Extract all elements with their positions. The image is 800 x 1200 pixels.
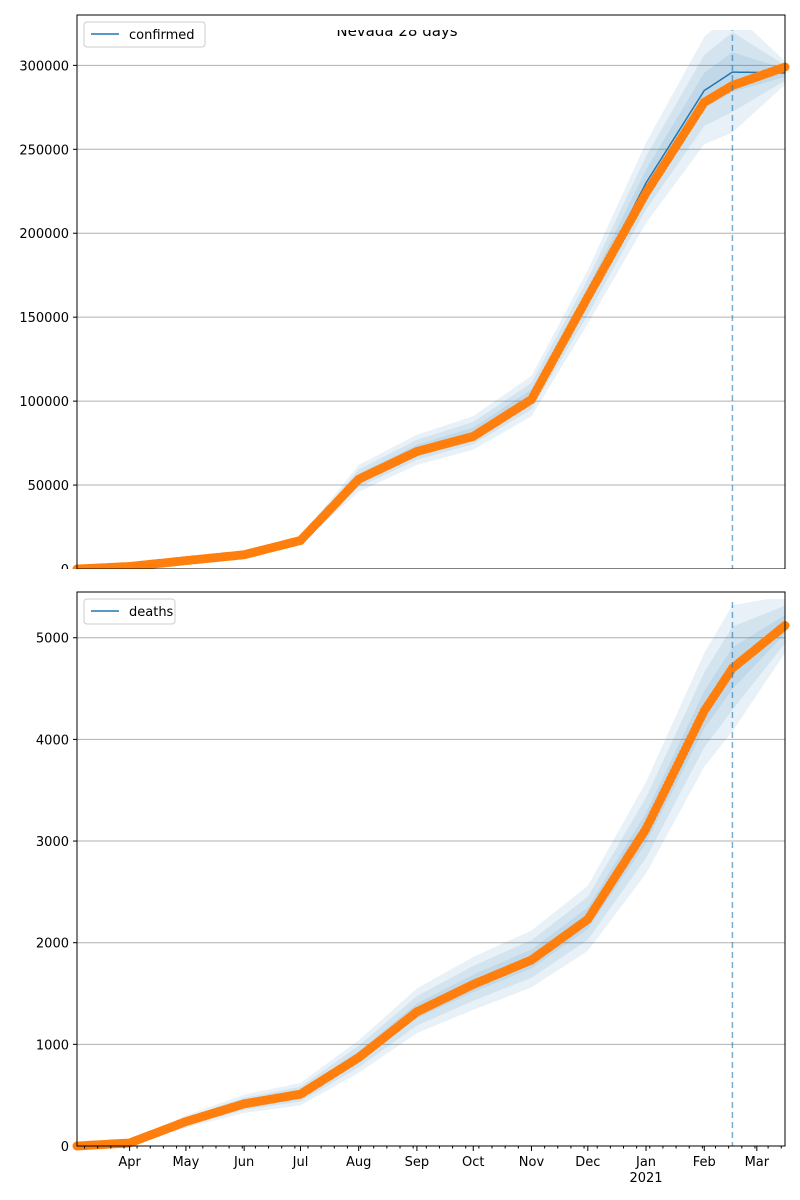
x-tick-label: Jul	[292, 1155, 309, 1170]
x-tick-label: Jun	[233, 1155, 254, 1170]
x-tick-label: Dec	[575, 1155, 600, 1170]
x-tick-label: Oct	[462, 1155, 484, 1170]
y-tick-label: 0	[61, 1140, 69, 1155]
y-tick-label: 3000	[36, 835, 69, 850]
y-tick-label: 150000	[19, 311, 69, 326]
y-tick-label: 5000	[36, 632, 69, 647]
x-tick-label: May	[172, 1155, 199, 1170]
legend: confirmed	[83, 21, 206, 48]
uncertainty-band	[77, 647, 733, 1146]
x-tick-label: Jan	[635, 1155, 656, 1170]
x-tick-label: Feb	[693, 1155, 716, 1170]
y-tick-label: 100000	[19, 395, 69, 410]
legend-label: deaths	[129, 605, 174, 620]
x-tick-label: Aug	[346, 1155, 371, 1170]
x-tick-label: Mar	[745, 1155, 770, 1170]
x-tick-label: Apr	[118, 1155, 141, 1170]
margin-mask	[0, 569, 800, 599]
y-tick-label: 1000	[36, 1038, 69, 1053]
y-tick-label: 2000	[36, 937, 69, 952]
legend-label: confirmed	[129, 28, 195, 43]
uncertainty-band	[732, 596, 785, 732]
y-tick-label: 200000	[19, 227, 69, 242]
uncertainty-band	[77, 605, 733, 1146]
model-line	[76, 623, 786, 1147]
uncertainty-band	[77, 52, 733, 570]
legend-box	[83, 21, 206, 48]
x-year-label: 2021	[629, 1171, 662, 1186]
uncertainty-band	[77, 626, 733, 1146]
legend: deaths	[83, 598, 176, 625]
y-tick-label: 4000	[36, 733, 69, 748]
y-tick-label: 300000	[19, 59, 69, 74]
confirmed-panel: 050000100000150000200000250000300000conf…	[0, 0, 800, 578]
uncertainty-band	[77, 32, 733, 569]
axes-frame	[76, 591, 786, 1147]
legend-box	[83, 598, 176, 625]
y-tick-label: 250000	[19, 143, 69, 158]
deaths-panel: 0 1000 2000 3000 4000 5000 Apr May Jun Jul Aug Sep O…	[0, 569, 800, 1186]
x-tick-label: Sep	[405, 1155, 430, 1170]
y-tick-label: 50000	[28, 479, 69, 494]
x-tick-label: Nov	[519, 1155, 545, 1170]
